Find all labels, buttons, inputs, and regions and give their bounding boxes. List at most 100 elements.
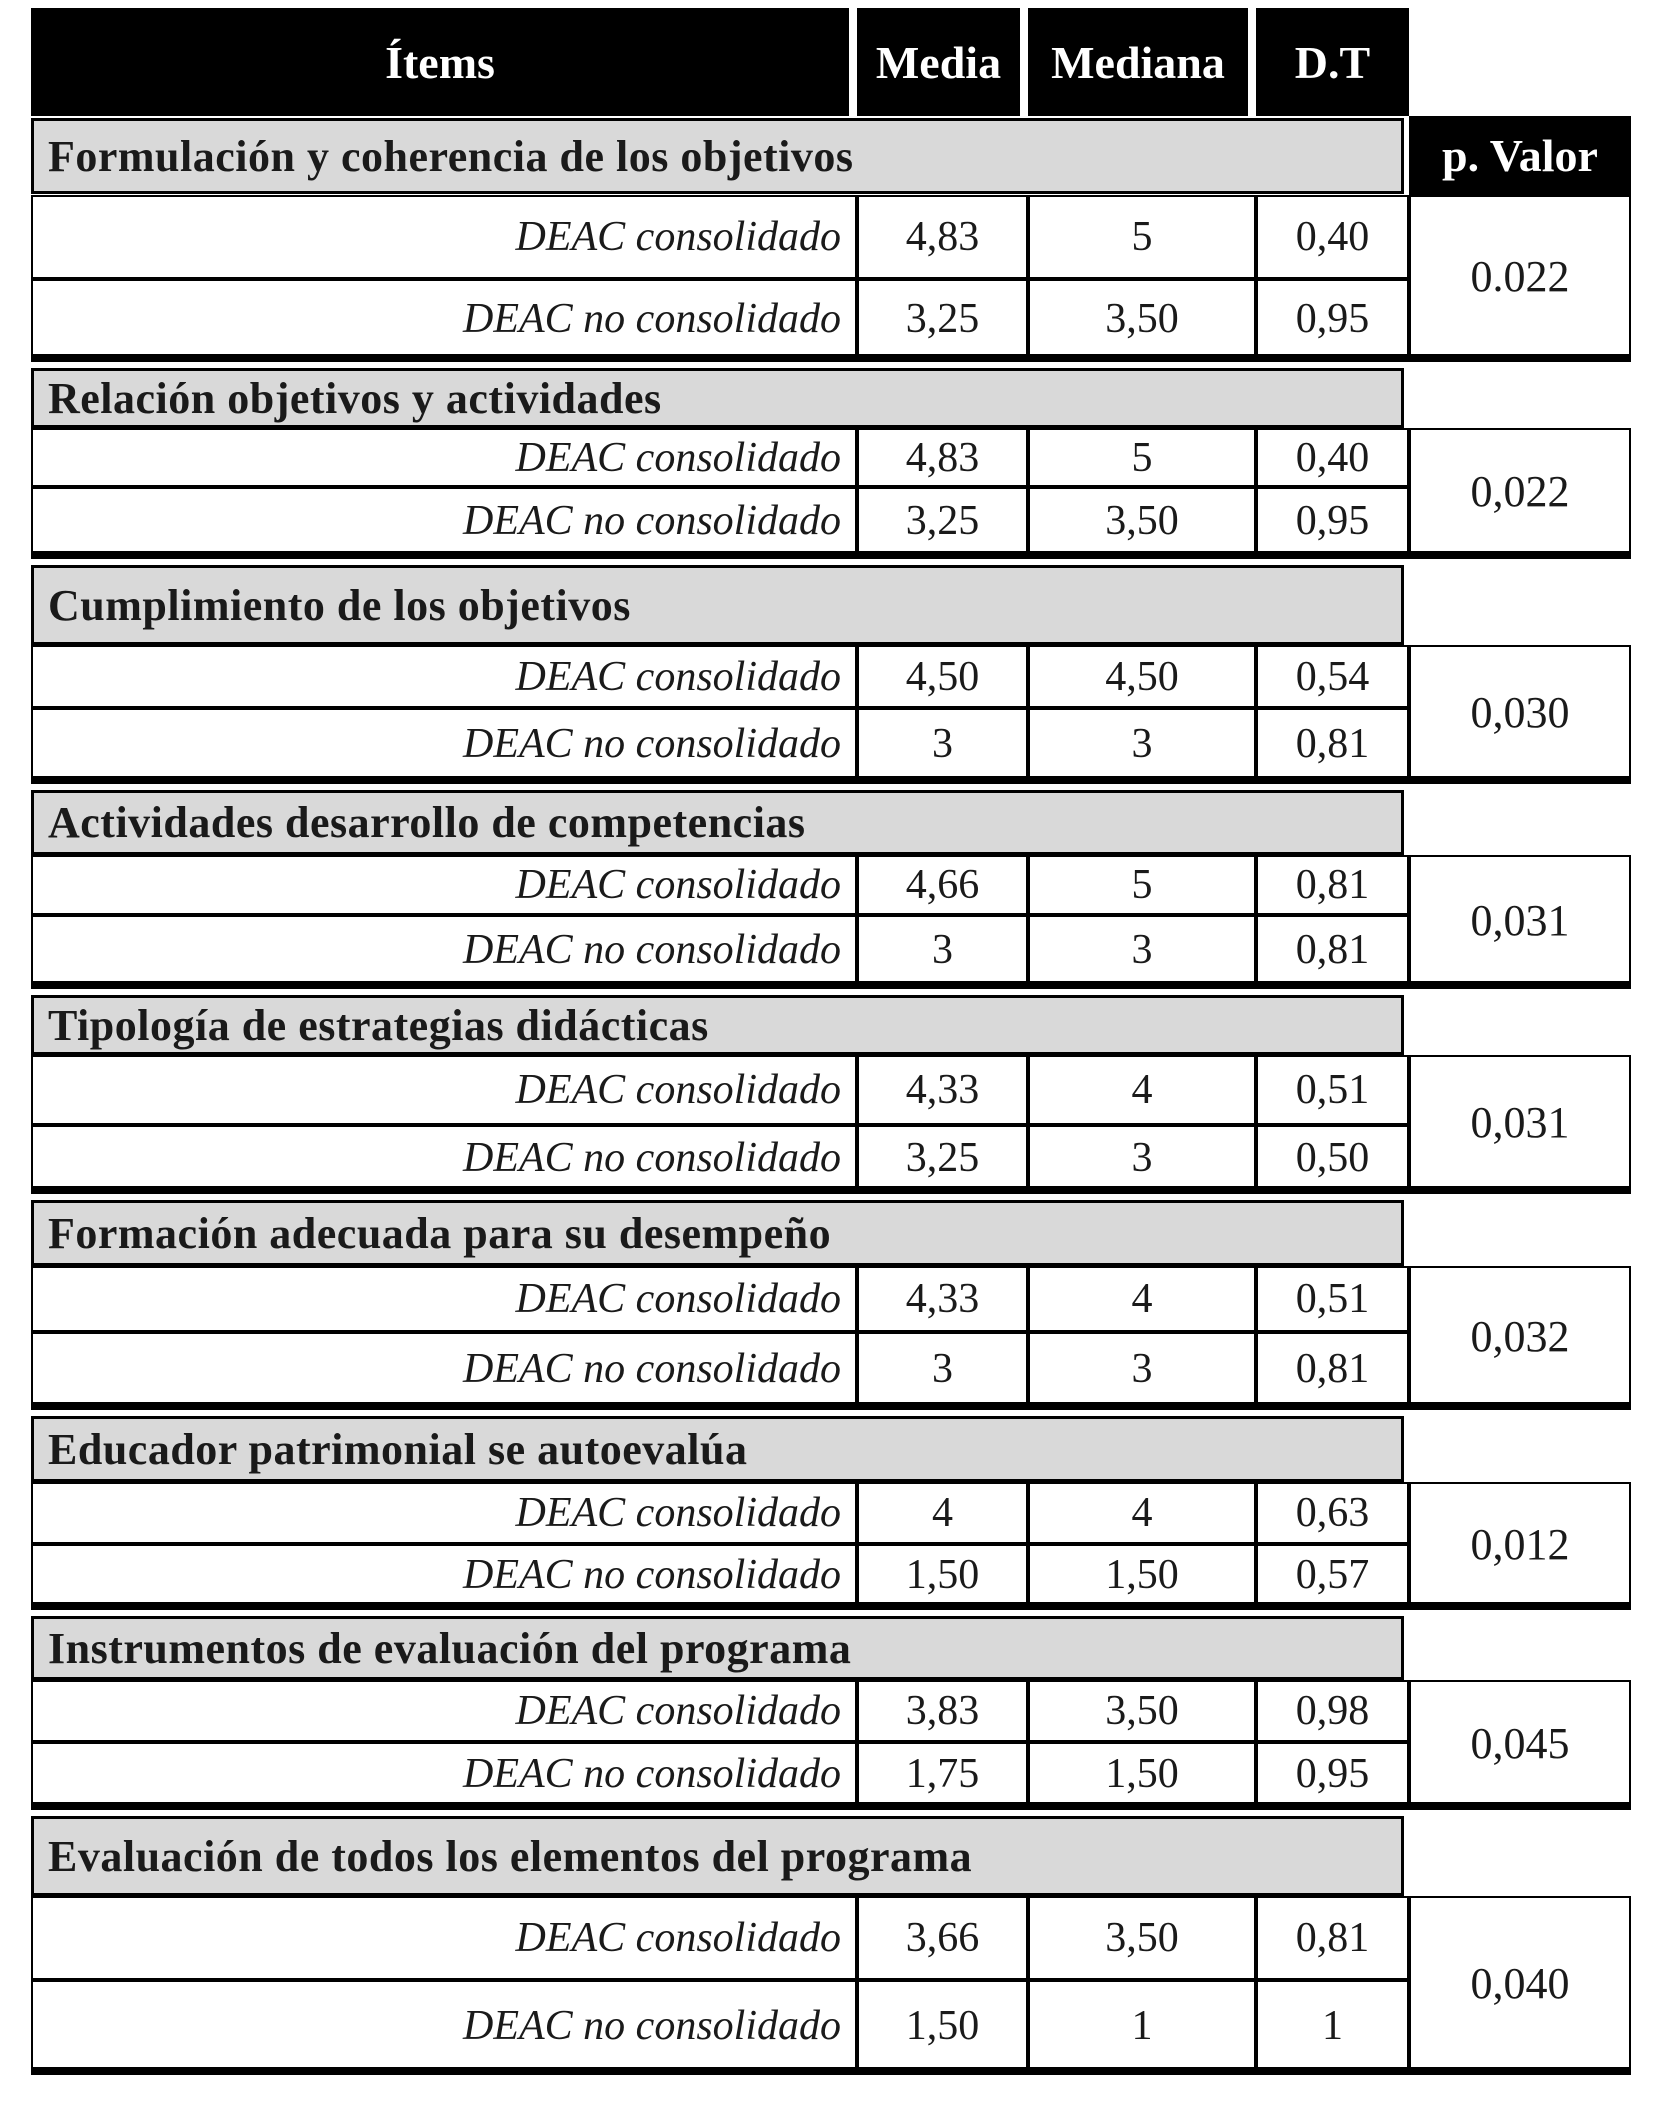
mediana-value: 3,50 — [1028, 1896, 1256, 1980]
header-dt: D.T — [1256, 8, 1409, 116]
row-separator — [31, 1186, 1631, 1194]
row-separator — [31, 1402, 1631, 1410]
row-separator — [31, 1802, 1631, 1810]
row-separator — [31, 551, 1631, 559]
dt-value: 0,81 — [1256, 1332, 1409, 1406]
media-value: 4,33 — [857, 1055, 1028, 1125]
mediana-value: 5 — [1028, 855, 1256, 915]
row-separator — [31, 1602, 1631, 1610]
p-value: 0,022 — [1409, 428, 1631, 555]
p-value: 0,032 — [1409, 1266, 1631, 1406]
media-value: 4 — [857, 1482, 1028, 1544]
media-value: 3,25 — [857, 279, 1028, 358]
group-label: DEAC no consolidado — [31, 487, 857, 555]
dt-value: 0,51 — [1256, 1055, 1409, 1125]
header-items: Ítems — [31, 8, 849, 116]
media-value: 3,66 — [857, 1896, 1028, 1980]
group-label: DEAC consolidado — [31, 1896, 857, 1980]
item-title: Formación adecuada para su desempeño — [31, 1200, 1404, 1266]
media-value: 3,83 — [857, 1680, 1028, 1742]
group-label: DEAC consolidado — [31, 195, 857, 279]
mediana-value: 3 — [1028, 1332, 1256, 1406]
media-value: 1,75 — [857, 1742, 1028, 1806]
group-label: DEAC no consolidado — [31, 1332, 857, 1406]
media-value: 4,83 — [857, 428, 1028, 487]
header-p-valor: p. Valor — [1409, 116, 1631, 195]
media-value: 4,50 — [857, 645, 1028, 708]
mediana-value: 1 — [1028, 1980, 1256, 2071]
dt-value: 0,95 — [1256, 279, 1409, 358]
p-value: 0,030 — [1409, 645, 1631, 780]
row-separator — [31, 981, 1631, 989]
media-value: 3 — [857, 915, 1028, 985]
item-title: Evaluación de todos los elementos del pr… — [31, 1816, 1404, 1896]
dt-value: 0,81 — [1256, 855, 1409, 915]
mediana-value: 4 — [1028, 1055, 1256, 1125]
mediana-value: 3,50 — [1028, 1680, 1256, 1742]
dt-value: 1 — [1256, 1980, 1409, 2071]
media-value: 4,66 — [857, 855, 1028, 915]
dt-value: 0,95 — [1256, 487, 1409, 555]
group-label: DEAC no consolidado — [31, 1980, 857, 2071]
dt-value: 0,40 — [1256, 428, 1409, 487]
mediana-value: 4,50 — [1028, 645, 1256, 708]
dt-value: 0,81 — [1256, 708, 1409, 780]
mediana-value: 3 — [1028, 915, 1256, 985]
header-media: Media — [857, 8, 1020, 116]
item-title: Educador patrimonial se autoevalúa — [31, 1416, 1404, 1482]
group-label: DEAC no consolidado — [31, 1544, 857, 1606]
group-label: DEAC no consolidado — [31, 915, 857, 985]
dt-value: 0,95 — [1256, 1742, 1409, 1806]
item-title: Actividades desarrollo de competencias — [31, 790, 1404, 855]
dt-value: 0,81 — [1256, 915, 1409, 985]
p-value: 0,040 — [1409, 1896, 1631, 2071]
mediana-value: 1,50 — [1028, 1742, 1256, 1806]
mediana-value: 5 — [1028, 195, 1256, 279]
p-value: 0,031 — [1409, 855, 1631, 985]
item-title: Formulación y coherencia de los objetivo… — [31, 118, 1404, 194]
dt-value: 0,54 — [1256, 645, 1409, 708]
mediana-value: 1,50 — [1028, 1544, 1256, 1606]
p-value: 0,045 — [1409, 1680, 1631, 1806]
mediana-value: 5 — [1028, 428, 1256, 487]
group-label: DEAC no consolidado — [31, 708, 857, 780]
group-label: DEAC consolidado — [31, 1266, 857, 1332]
media-value: 1,50 — [857, 1980, 1028, 2071]
mediana-value: 3,50 — [1028, 279, 1256, 358]
mediana-value: 3 — [1028, 708, 1256, 780]
item-title: Relación objetivos y actividades — [31, 368, 1404, 428]
item-title: Cumplimiento de los objetivos — [31, 565, 1404, 645]
dt-value: 0,57 — [1256, 1544, 1409, 1606]
group-label: DEAC consolidado — [31, 428, 857, 487]
group-label: DEAC consolidado — [31, 1482, 857, 1544]
row-separator — [31, 2067, 1631, 2075]
group-label: DEAC no consolidado — [31, 1125, 857, 1190]
row-separator — [31, 776, 1631, 784]
group-label: DEAC no consolidado — [31, 279, 857, 358]
group-label: DEAC consolidado — [31, 1680, 857, 1742]
media-value: 4,33 — [857, 1266, 1028, 1332]
header-mediana: Mediana — [1028, 8, 1248, 116]
media-value: 3 — [857, 1332, 1028, 1406]
group-label: DEAC consolidado — [31, 855, 857, 915]
p-value: 0,012 — [1409, 1482, 1631, 1606]
dt-value: 0,51 — [1256, 1266, 1409, 1332]
dt-value: 0,40 — [1256, 195, 1409, 279]
media-value: 4,83 — [857, 195, 1028, 279]
mediana-value: 3 — [1028, 1125, 1256, 1190]
group-label: DEAC consolidado — [31, 1055, 857, 1125]
dt-value: 0,63 — [1256, 1482, 1409, 1544]
group-label: DEAC no consolidado — [31, 1742, 857, 1806]
media-value: 3,25 — [857, 1125, 1028, 1190]
p-value: 0.022 — [1409, 195, 1631, 358]
dt-value: 0,50 — [1256, 1125, 1409, 1190]
p-value: 0,031 — [1409, 1055, 1631, 1190]
group-label: DEAC consolidado — [31, 645, 857, 708]
dt-value: 0,81 — [1256, 1896, 1409, 1980]
mediana-value: 4 — [1028, 1482, 1256, 1544]
dt-value: 0,98 — [1256, 1680, 1409, 1742]
media-value: 1,50 — [857, 1544, 1028, 1606]
item-title: Instrumentos de evaluación del programa — [31, 1616, 1404, 1680]
item-title: Tipología de estrategias didácticas — [31, 995, 1404, 1055]
